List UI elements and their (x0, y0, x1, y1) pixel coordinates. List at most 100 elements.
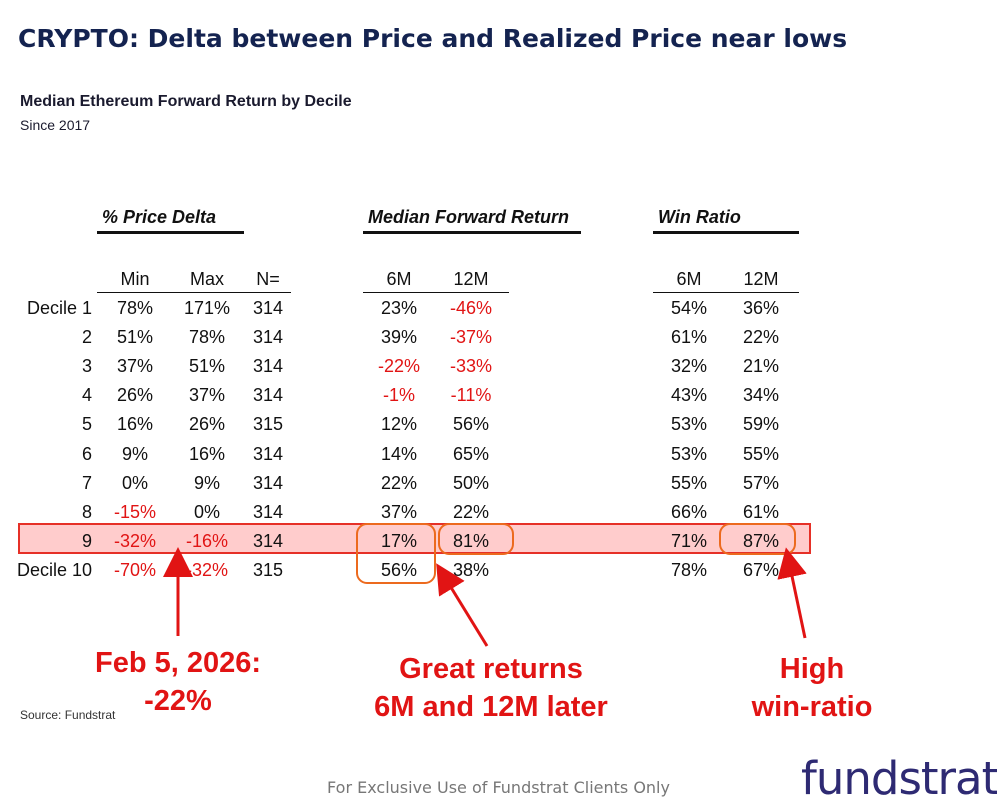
col-header-min: Min (120, 269, 150, 289)
cell-n: 314 (252, 472, 284, 493)
cell-min: 0% (121, 472, 148, 493)
cell-forward-6m: 37% (380, 501, 418, 522)
source-note: Source: Fundstrat (20, 708, 116, 722)
cell-min: 16% (116, 414, 154, 435)
col-header-fr-6m: 6M (386, 269, 412, 289)
row-label: 2 (81, 327, 92, 348)
win-arrow (777, 547, 807, 639)
cell-forward-6m: -1% (382, 385, 415, 406)
header-rule-win-ratio (653, 292, 799, 293)
header-rule-forward-return (363, 292, 509, 293)
cell-max: 9% (193, 472, 220, 493)
cell-forward-12m: -37% (449, 327, 493, 348)
row-label: 4 (81, 385, 92, 406)
group-header-price-delta: % Price Delta (102, 207, 217, 227)
cell-n: 314 (252, 385, 284, 406)
cell-win-6m: 61% (670, 327, 708, 348)
cell-forward-12m: 65% (452, 443, 490, 464)
date-callout-line2: -22% (144, 685, 212, 717)
cell-n: 314 (252, 298, 284, 318)
cell-forward-12m: -11% (450, 385, 492, 406)
cell-win-6m: 71% (670, 530, 708, 551)
cell-win-6m: 53% (670, 443, 708, 464)
cell-win-6m: 53% (670, 414, 708, 435)
cell-win-12m: 36% (742, 298, 780, 318)
col-header-max: Max (189, 269, 224, 289)
cell-forward-6m: 12% (380, 414, 418, 435)
cell-max: 0% (193, 501, 220, 522)
cell-forward-6m: 17% (380, 530, 418, 551)
forward-12m-highlight-oval (438, 523, 514, 555)
cell-forward-12m: 50% (452, 472, 490, 493)
fundstrat-logo: fundstrat (801, 752, 997, 805)
group-rule-win-ratio (653, 231, 799, 234)
cell-max: 37% (188, 385, 226, 406)
cell-forward-6m: 22% (380, 472, 418, 493)
cell-min: 51% (116, 327, 154, 348)
date-callout: Feb 5, 2026: -22% (82, 644, 274, 720)
cell-n: 314 (252, 530, 284, 551)
cell-min: -32% (113, 530, 157, 551)
cell-max: -32% (185, 559, 229, 580)
cell-n: 314 (252, 443, 284, 464)
cell-min: 26% (116, 385, 154, 406)
cell-max: 16% (188, 443, 226, 464)
cell-win-6m: 66% (670, 501, 708, 522)
cell-win-12m: 87% (742, 530, 780, 551)
cell-n: 314 (252, 327, 284, 348)
win-12m-highlight-oval (719, 523, 796, 555)
cell-win-6m: 43% (670, 385, 708, 406)
row-label: 9 (81, 530, 92, 551)
cell-forward-12m: 81% (452, 530, 490, 551)
cell-win-12m: 57% (742, 472, 780, 493)
cell-forward-6m: 23% (380, 298, 418, 318)
cell-min: 9% (121, 443, 148, 464)
forward-6m-highlight-oval (356, 523, 436, 584)
col-header-wr-12m: 12M (743, 269, 779, 289)
cell-forward-6m: 39% (380, 327, 418, 348)
cell-n: 314 (252, 356, 284, 377)
header-rule-price-delta (97, 292, 291, 293)
cell-max: 26% (188, 414, 226, 435)
cell-n: 315 (252, 559, 284, 580)
col-header-fr-12m: 12M (453, 269, 489, 289)
cell-forward-6m: 14% (380, 443, 418, 464)
row-label: 8 (81, 501, 92, 522)
group-header-forward-return: Median Forward Return (368, 207, 570, 227)
group-rule-price-delta (97, 231, 244, 234)
cell-win-12m: 59% (742, 414, 780, 435)
cell-win-6m: 32% (670, 356, 708, 377)
cell-win-12m: 55% (742, 443, 780, 464)
cell-min: 37% (116, 356, 154, 377)
date-callout-line1: Feb 5, 2026: (94, 647, 262, 679)
cell-win-12m: 34% (742, 385, 780, 406)
win-callout-line2: win-ratio (751, 691, 873, 723)
cell-n: 315 (252, 414, 284, 435)
page-title: CRYPTO: Delta between Price and Realized… (18, 24, 848, 53)
cell-max: -16% (185, 530, 229, 551)
footer-disclaimer: For Exclusive Use of Fundstrat Clients O… (327, 778, 670, 797)
row-label: Decile 1 (26, 298, 92, 318)
cell-forward-12m: 56% (452, 414, 490, 435)
win-callout-line1: High (779, 653, 845, 685)
returns-callout-line2: 6M and 12M later (374, 691, 608, 723)
returns-arrow (436, 563, 489, 647)
cell-win-12m: 61% (742, 501, 780, 522)
col-header-wr-6m: 6M (676, 269, 702, 289)
cell-win-12m: 22% (742, 327, 780, 348)
cell-win-6m: 54% (670, 298, 708, 318)
returns-callout: Great returns 6M and 12M later (360, 650, 622, 726)
cell-min: 78% (116, 298, 154, 318)
cell-forward-12m: -46% (449, 298, 493, 318)
cell-max: 78% (188, 327, 226, 348)
row-label: 3 (81, 356, 92, 377)
cell-forward-12m: -33% (449, 356, 493, 377)
cell-min: -15% (113, 501, 157, 522)
cell-n: 314 (252, 501, 284, 522)
table-period: Since 2017 (20, 117, 91, 133)
row-label: 5 (81, 414, 92, 435)
cell-min: -70% (113, 559, 157, 580)
table-subtitle: Median Ethereum Forward Return by Decile (20, 93, 352, 110)
col-header-n: N= (256, 269, 280, 289)
